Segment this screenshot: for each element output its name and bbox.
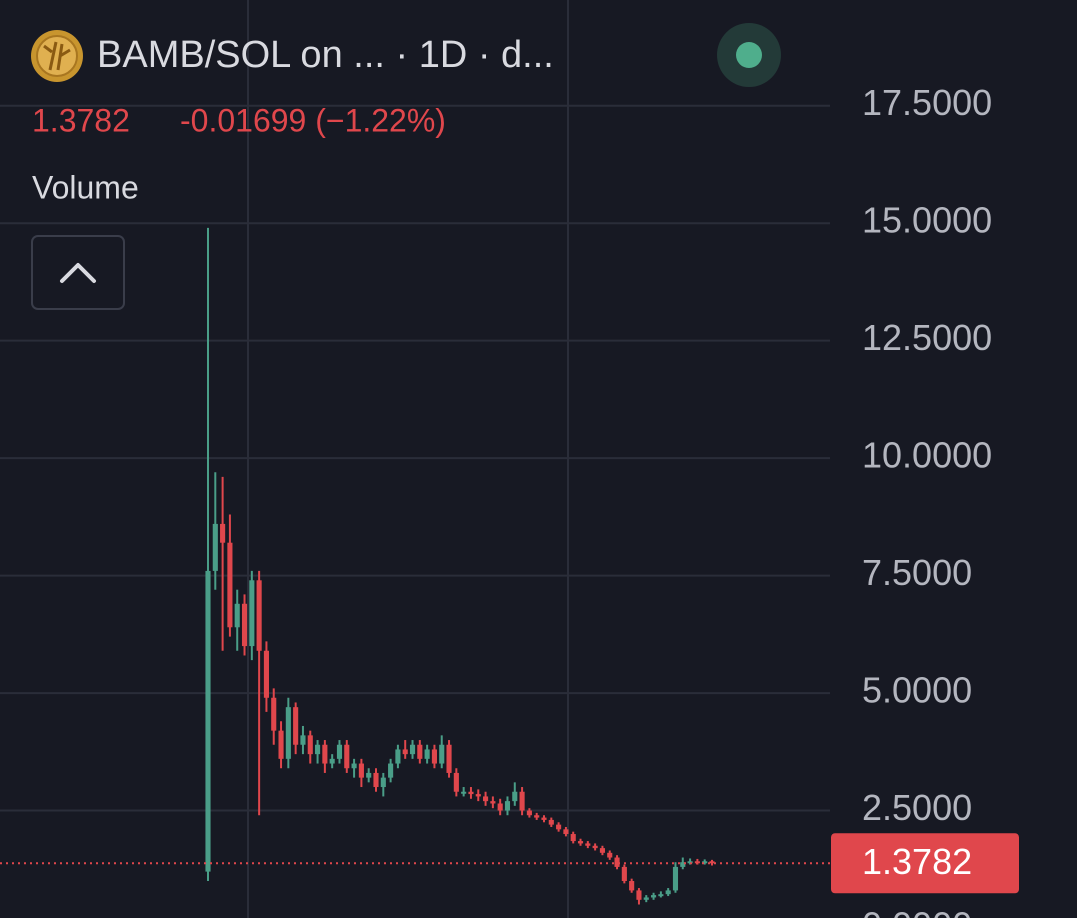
candle-body bbox=[534, 815, 540, 818]
candle-body bbox=[453, 772, 459, 792]
candle-body bbox=[643, 897, 649, 900]
candle-body bbox=[351, 763, 357, 769]
candle-body bbox=[395, 749, 401, 764]
candle-body bbox=[234, 603, 240, 628]
candle-body bbox=[461, 791, 467, 794]
candle-body bbox=[629, 881, 635, 891]
candle-body bbox=[614, 857, 620, 867]
candle-body bbox=[256, 580, 262, 651]
candle-body bbox=[373, 772, 379, 788]
candle-body bbox=[548, 819, 554, 825]
candle-body bbox=[592, 845, 598, 849]
candle-body bbox=[431, 749, 437, 764]
candle-body bbox=[621, 866, 627, 882]
candle-body bbox=[336, 744, 343, 759]
candle-body bbox=[665, 890, 671, 895]
grid bbox=[0, 104, 830, 812]
candle-body bbox=[541, 817, 547, 820]
y-tick-label: 17.5000 bbox=[862, 82, 992, 123]
y-tick-label: 2.5000 bbox=[862, 787, 972, 828]
price-change: -0.01699 (−1.22%) bbox=[180, 102, 446, 138]
candle-body bbox=[672, 866, 679, 891]
candle-body bbox=[307, 735, 313, 755]
candle-body bbox=[329, 758, 335, 764]
candle-body bbox=[475, 794, 481, 797]
candle-body bbox=[220, 523, 226, 543]
y-tick-label: 12.5000 bbox=[862, 317, 992, 358]
candle-body bbox=[366, 772, 372, 778]
candle-body bbox=[577, 841, 584, 844]
candle-body bbox=[227, 542, 233, 628]
candle-body bbox=[607, 852, 613, 858]
last-price-box bbox=[831, 833, 1019, 894]
collapse-button[interactable] bbox=[31, 235, 125, 310]
candle-body bbox=[322, 744, 328, 764]
candle-body bbox=[439, 744, 445, 764]
y-tick-label: 7.5000 bbox=[862, 552, 972, 593]
candle-body bbox=[278, 730, 284, 759]
last-price-label: 1.3782 bbox=[862, 841, 972, 882]
candle-body bbox=[526, 810, 532, 816]
candle-body bbox=[563, 829, 569, 835]
candle-body bbox=[402, 749, 408, 755]
candle-body bbox=[205, 570, 211, 872]
candle-body bbox=[424, 749, 430, 759]
candles bbox=[205, 227, 715, 905]
candle-body bbox=[468, 791, 474, 795]
y-tick-label: 0.0000 bbox=[862, 905, 972, 918]
candle-body bbox=[490, 801, 496, 804]
candle-body bbox=[358, 763, 364, 778]
candle-body bbox=[504, 801, 511, 811]
candle-body bbox=[497, 803, 503, 811]
candle-body bbox=[651, 895, 657, 898]
symbol-logo bbox=[31, 30, 83, 82]
candle-body bbox=[293, 707, 299, 745]
candle-body bbox=[519, 791, 525, 811]
candle-body bbox=[680, 862, 686, 867]
candle-body bbox=[388, 763, 394, 778]
price: 1.3782 bbox=[32, 102, 130, 138]
chart-title: BAMB/SOL on ... · 1D · d... bbox=[97, 34, 554, 76]
candle-body bbox=[409, 744, 416, 755]
candle-body bbox=[446, 744, 452, 773]
y-tick-label: 15.0000 bbox=[862, 200, 992, 241]
candle-body bbox=[271, 697, 277, 731]
candle-body bbox=[300, 735, 306, 745]
overlay: 0.0000 2.5000 5.0000 7.5000 10.0000 12.5000 15… bbox=[0, 82, 1019, 918]
candle-body bbox=[599, 848, 605, 853]
candle-body bbox=[263, 650, 269, 698]
y-tick-label: 5.0000 bbox=[862, 670, 972, 711]
candle-body bbox=[585, 843, 591, 846]
candle-body bbox=[417, 744, 423, 759]
candle-body bbox=[285, 707, 291, 759]
status-dot bbox=[717, 23, 781, 87]
candle-body bbox=[249, 580, 255, 647]
candle-body bbox=[512, 791, 518, 802]
candle-body bbox=[556, 824, 562, 830]
volume-label: Volume bbox=[32, 169, 139, 205]
candle-body bbox=[570, 834, 576, 842]
candle-body bbox=[315, 744, 321, 755]
candle-body bbox=[380, 777, 386, 788]
candle-body bbox=[241, 603, 248, 647]
candle-body bbox=[483, 796, 489, 802]
candle-body bbox=[344, 744, 350, 769]
candle-body bbox=[702, 861, 708, 864]
candle-body bbox=[212, 523, 218, 571]
candle-body bbox=[709, 861, 715, 864]
y-tick-label: 10.0000 bbox=[862, 435, 992, 476]
candle-body bbox=[658, 894, 664, 897]
candle-body bbox=[636, 890, 642, 900]
